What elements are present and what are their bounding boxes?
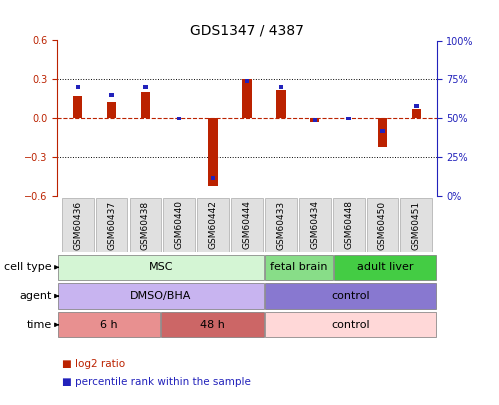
Text: GSM60451: GSM60451 — [412, 200, 421, 249]
Text: ■ percentile rank within the sample: ■ percentile rank within the sample — [62, 377, 251, 387]
Text: GSM60437: GSM60437 — [107, 200, 116, 249]
Bar — [209, 119, 218, 186]
Text: DMSO/BHA: DMSO/BHA — [130, 291, 192, 301]
Bar — [211, 176, 216, 180]
Bar — [143, 85, 148, 89]
Text: 6 h: 6 h — [100, 320, 118, 330]
Text: GSM60438: GSM60438 — [141, 200, 150, 249]
Bar — [161, 312, 264, 337]
Text: control: control — [331, 320, 370, 330]
Text: adult liver: adult liver — [357, 262, 413, 272]
Bar — [62, 198, 94, 252]
Bar — [414, 104, 419, 108]
Bar — [378, 119, 387, 147]
Text: GSM60450: GSM60450 — [378, 200, 387, 249]
Text: GSM60444: GSM60444 — [243, 200, 251, 249]
Bar — [141, 92, 150, 119]
Text: agent: agent — [19, 291, 52, 301]
Bar — [163, 198, 195, 252]
Text: GSM60433: GSM60433 — [276, 200, 285, 249]
Bar — [265, 198, 297, 252]
Bar — [367, 198, 398, 252]
Bar — [197, 198, 229, 252]
Bar — [264, 255, 333, 280]
Bar — [299, 198, 331, 252]
Text: MSC: MSC — [149, 262, 173, 272]
Bar — [107, 102, 116, 119]
Bar — [276, 90, 285, 119]
Bar — [96, 198, 127, 252]
Text: GSM60436: GSM60436 — [73, 200, 82, 249]
Text: control: control — [331, 291, 370, 301]
Bar — [245, 79, 249, 83]
Bar — [58, 312, 161, 337]
Bar — [380, 129, 385, 133]
Text: fetal brain: fetal brain — [270, 262, 327, 272]
Bar — [312, 118, 317, 122]
Bar — [130, 198, 161, 252]
Bar — [333, 198, 364, 252]
Bar — [264, 284, 436, 309]
Bar — [278, 85, 283, 89]
Bar — [231, 198, 263, 252]
Text: GSM60440: GSM60440 — [175, 200, 184, 249]
Title: GDS1347 / 4387: GDS1347 / 4387 — [190, 24, 304, 38]
Bar — [58, 255, 264, 280]
Text: cell type: cell type — [4, 262, 52, 272]
Text: GSM60448: GSM60448 — [344, 200, 353, 249]
Text: time: time — [26, 320, 52, 330]
Bar — [400, 198, 432, 252]
Bar — [73, 96, 82, 119]
Bar — [346, 117, 351, 120]
Text: ■ log2 ratio: ■ log2 ratio — [62, 359, 126, 369]
Bar — [109, 93, 114, 97]
Bar — [264, 312, 436, 337]
Bar — [177, 117, 182, 120]
Text: GSM60434: GSM60434 — [310, 200, 319, 249]
Bar — [75, 85, 80, 89]
Bar — [412, 109, 421, 119]
Bar — [333, 255, 436, 280]
Bar — [58, 284, 264, 309]
Bar — [242, 79, 251, 119]
Bar — [310, 119, 319, 122]
Text: 48 h: 48 h — [200, 320, 225, 330]
Text: GSM60442: GSM60442 — [209, 200, 218, 249]
